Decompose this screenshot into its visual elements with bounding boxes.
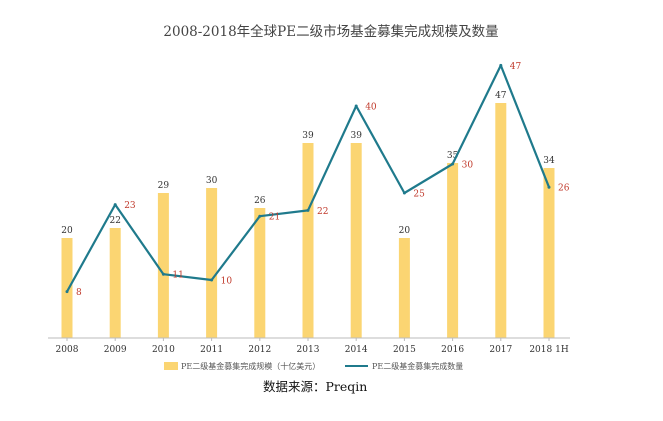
line-point <box>354 104 358 108</box>
line-series: 8 23 11 10 21 22 40 25 30 47 26 <box>65 62 570 298</box>
bar-value-label: 35 <box>447 151 459 161</box>
x-axis-ticks: 2008 2009 2010 2011 2012 2013 2014 2015 2016 2017… <box>56 338 569 355</box>
bar <box>109 228 121 338</box>
bar-value-label: 39 <box>350 131 362 141</box>
x-tick-label: 2012 <box>248 345 271 355</box>
legend-bar-label: PE二级基金募集完成规模（十亿美元） <box>181 361 320 371</box>
bar <box>447 163 459 338</box>
bar-value-label: 20 <box>61 226 73 236</box>
bar-value-label: 39 <box>302 131 314 141</box>
bar-value-label: 47 <box>495 91 507 101</box>
line-value-label: 21 <box>269 213 280 223</box>
legend: PE二级基金募集完成规模（十亿美元） PE二级基金募集完成数量 <box>164 361 463 371</box>
bar-value-label: 29 <box>158 181 170 191</box>
chart-title: 2008-2018年全球PE二级市场基金募集完成规模及数量 <box>163 23 498 40</box>
line-value-label: 25 <box>413 190 425 200</box>
line-value-label: 8 <box>76 288 82 298</box>
bar-value-label: 34 <box>543 156 555 166</box>
legend-line-label: PE二级基金募集完成数量 <box>372 361 463 371</box>
bar <box>302 143 314 338</box>
line-value-label: 40 <box>365 103 377 113</box>
bar <box>398 238 410 338</box>
x-tick-label: 2013 <box>297 345 320 355</box>
bar-series: 20 22 29 30 26 39 39 20 35 47 34 <box>61 91 555 338</box>
line-value-label: 22 <box>317 207 328 217</box>
x-tick-label: 2017 <box>489 345 512 355</box>
x-tick-label: 2008 <box>56 345 79 355</box>
line-point <box>402 191 406 195</box>
line-value-label: 30 <box>462 161 474 171</box>
line-point <box>258 214 262 218</box>
line-point <box>499 63 503 67</box>
x-tick-label: 2014 <box>345 345 368 355</box>
line-point <box>547 185 551 189</box>
bar-value-label: 20 <box>399 226 411 236</box>
x-tick-label: 2011 <box>200 345 223 355</box>
x-tick-label: 2018 1H <box>529 345 568 355</box>
legend-bar-swatch <box>164 362 178 370</box>
bar <box>543 168 555 338</box>
line-value-label: 47 <box>510 62 522 72</box>
line-point <box>65 290 69 294</box>
bar-value-label: 22 <box>109 216 120 226</box>
bar <box>495 103 507 338</box>
bar <box>254 208 266 338</box>
line-point <box>451 162 455 166</box>
line-point <box>113 203 117 207</box>
x-tick-label: 2010 <box>152 345 175 355</box>
x-tick-label: 2015 <box>393 345 416 355</box>
bar <box>61 238 73 338</box>
line-value-label: 26 <box>558 184 570 194</box>
line-value-label: 23 <box>124 201 136 211</box>
data-source: 数据来源：Preqin <box>263 379 367 394</box>
line-value-label: 10 <box>221 277 233 287</box>
x-tick-label: 2009 <box>104 345 127 355</box>
bar <box>350 143 362 338</box>
line-point <box>306 208 310 212</box>
bar <box>206 188 218 338</box>
line-point <box>161 272 165 276</box>
bar-value-label: 30 <box>206 176 218 186</box>
bar-value-label: 26 <box>254 196 266 206</box>
line-point <box>210 278 214 282</box>
x-tick-label: 2016 <box>441 345 464 355</box>
bar <box>157 193 169 338</box>
line-value-label: 11 <box>172 271 183 281</box>
